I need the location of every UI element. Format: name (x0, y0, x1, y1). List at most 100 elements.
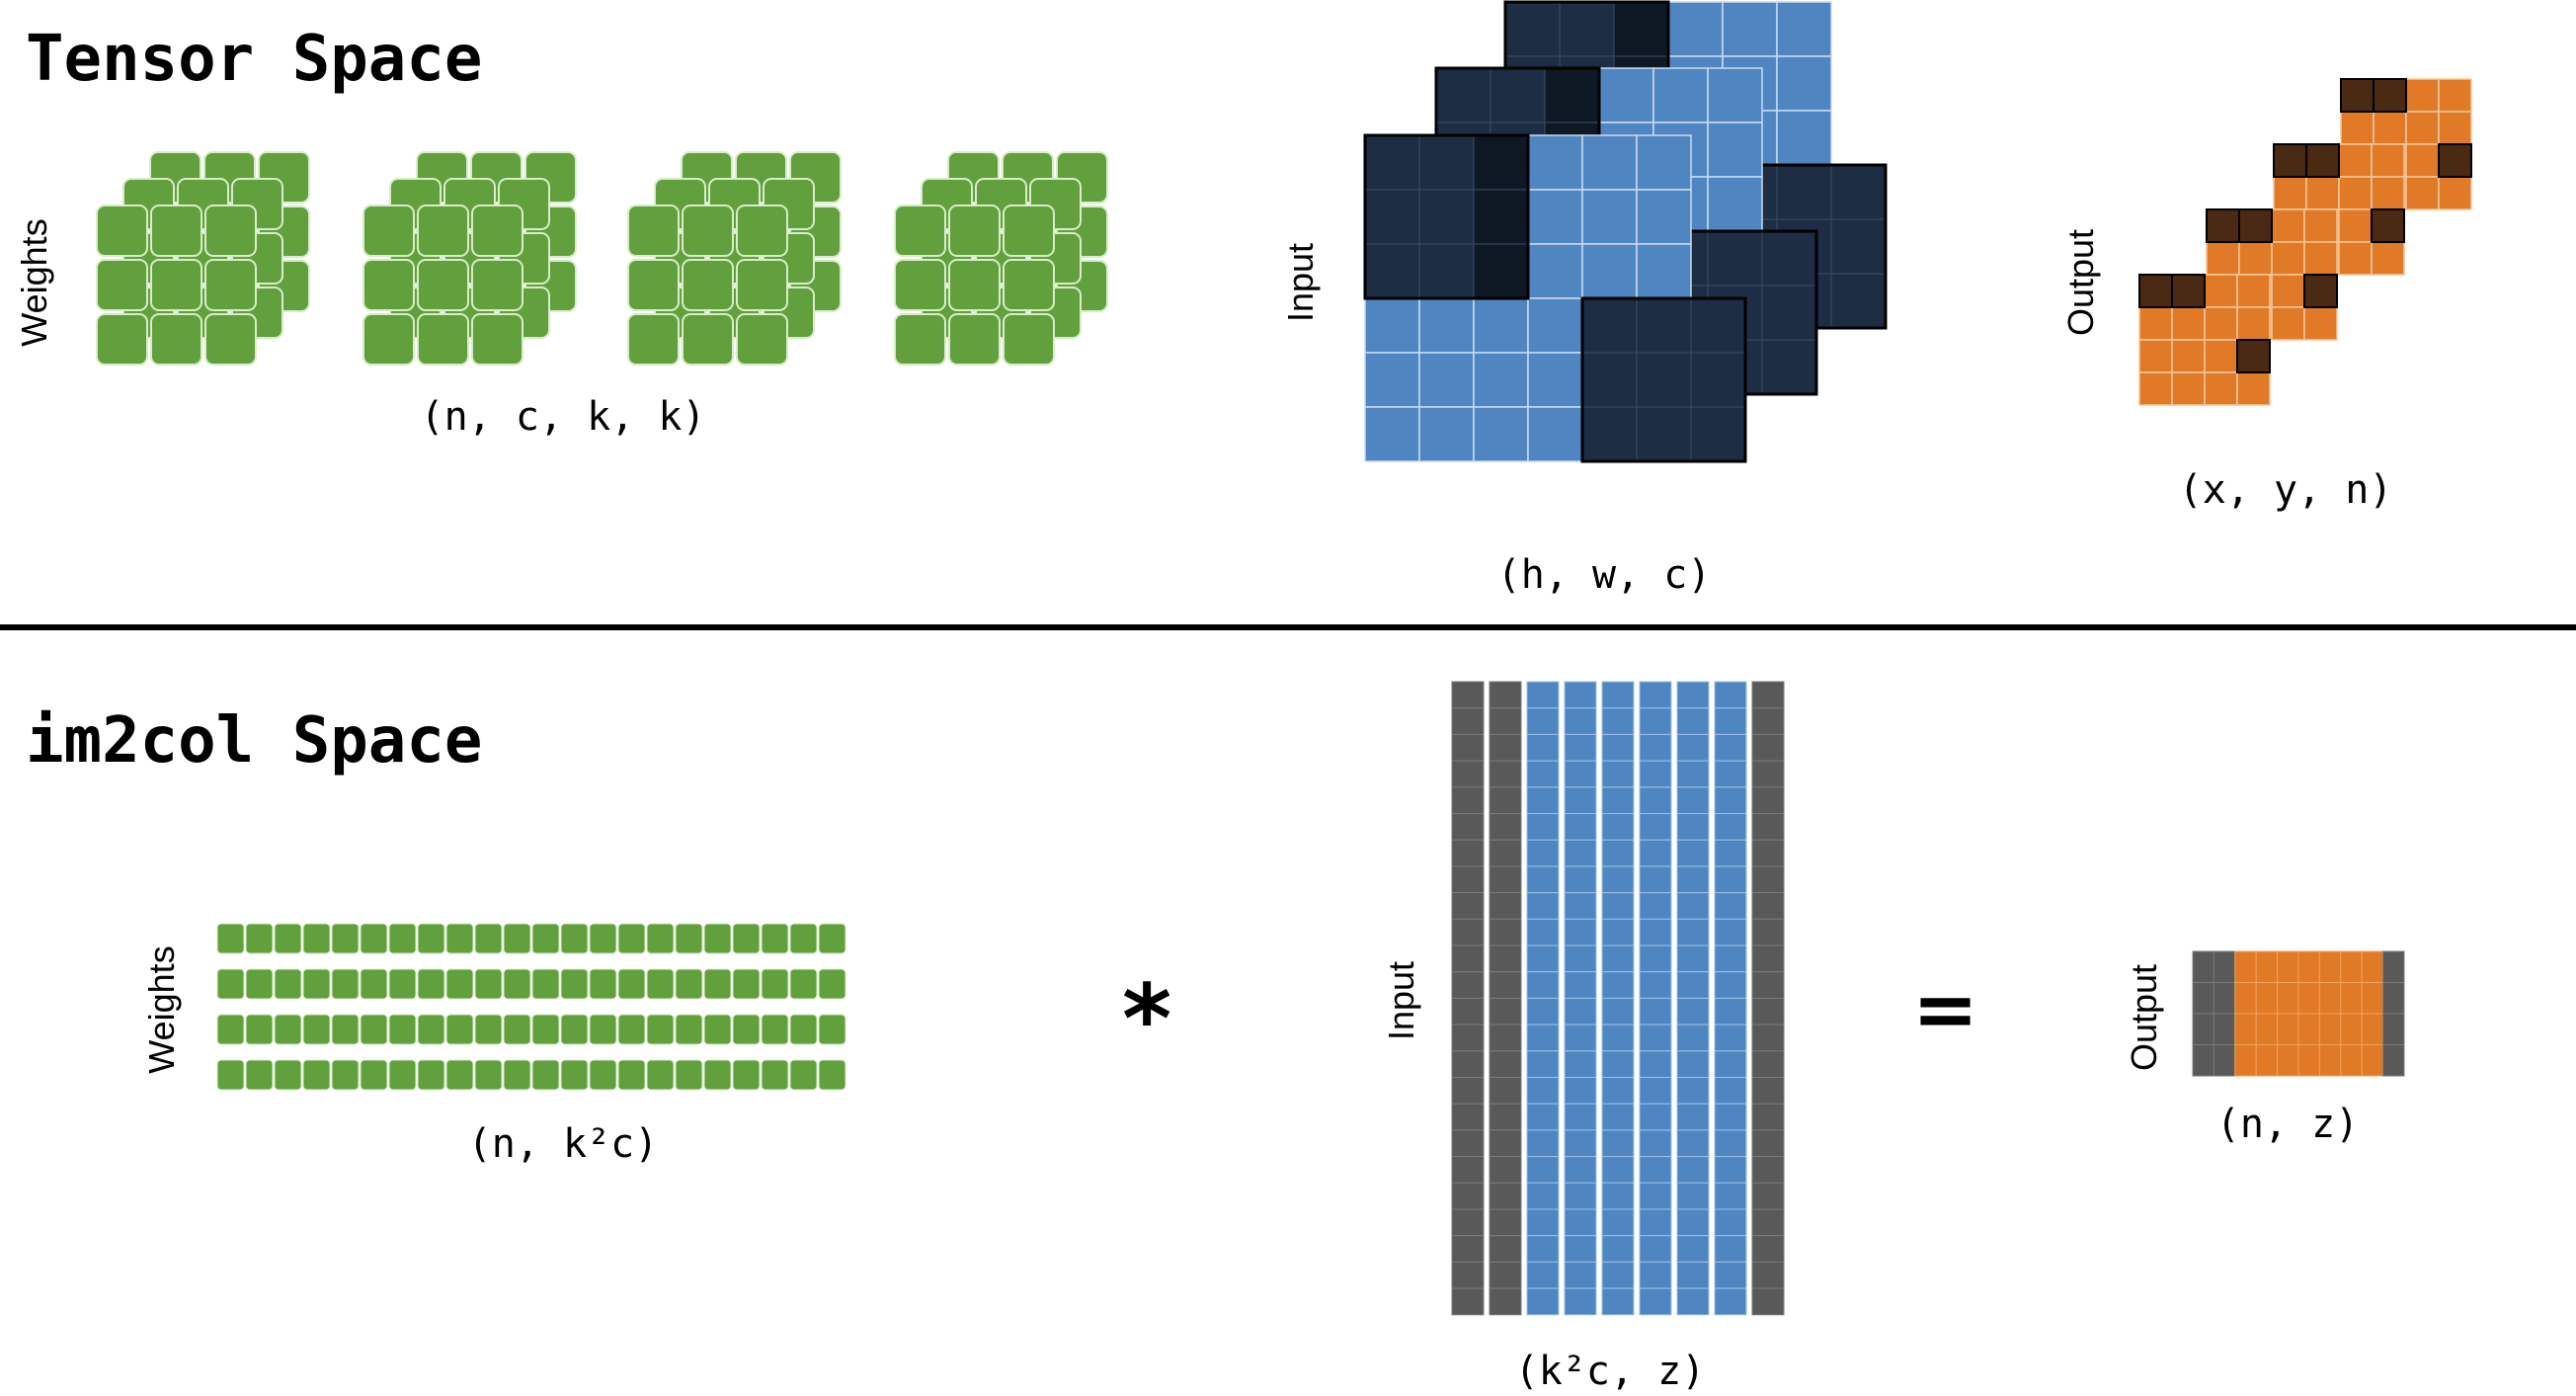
im2col-input-cell (1639, 1156, 1672, 1184)
im2col-input-cell (1526, 707, 1560, 735)
im2col-input-cell (1714, 786, 1747, 814)
im2col-input-cell (1564, 839, 1597, 867)
im2col-input-cell (1601, 944, 1635, 973)
im2col-input-cell (1451, 681, 1485, 709)
input-cell (1707, 67, 1763, 123)
output-active-cell (2340, 78, 2375, 113)
weight-cube (948, 205, 1001, 257)
im2col-weight-cell (675, 923, 703, 954)
im2col-weight-cell (245, 923, 274, 954)
im2col-input-cell (1714, 1287, 1747, 1316)
im2col-input-cell (1564, 971, 1597, 999)
im2col-weight-cell (474, 923, 503, 954)
im2col-input-cell (1564, 1077, 1597, 1105)
output-cell (2171, 339, 2206, 373)
im2col-input-cell (1751, 1156, 1785, 1184)
im2col-input-cell (1601, 733, 1635, 762)
output-cell (2303, 208, 2338, 243)
input-window-cell (1830, 164, 1887, 220)
im2col-output-cell (2340, 1013, 2363, 1045)
output-cell (2138, 306, 2173, 341)
im2col-input-cell (1714, 865, 1747, 894)
output-cell (2206, 241, 2240, 276)
im2col-input-cell (1526, 997, 1560, 1026)
im2col-input-cell (1714, 892, 1747, 920)
im2col-input-cell (1639, 1235, 1672, 1263)
im2col-input-cell (1714, 1050, 1747, 1079)
im2col-output-cell (2234, 982, 2257, 1015)
im2col-input-cell (1751, 865, 1785, 894)
input-cell (1527, 134, 1583, 191)
im2col-output-cell (2361, 1044, 2384, 1077)
input-cell (1527, 189, 1583, 245)
im2col-input-cell (1601, 1208, 1635, 1237)
im2col-input-cell (1751, 786, 1785, 814)
im2col-output-cell (2361, 950, 2384, 983)
im2col-weight-cell (818, 968, 846, 1000)
im2col-input-cell (1601, 813, 1635, 841)
weight-cube (204, 313, 257, 366)
im2col-input-cell (1639, 1050, 1672, 1079)
im2col-input-cell (1564, 1208, 1597, 1237)
im2col-input-cell (1601, 1103, 1635, 1131)
im2col-input-cell (1526, 971, 1560, 999)
input-cell (1418, 297, 1475, 354)
im2col-input-cell (1489, 1050, 1522, 1079)
tensor-input-volume (1363, 0, 1888, 463)
im2col-input-cell (1676, 1050, 1710, 1079)
im2col-input-cell (1526, 813, 1560, 841)
im2col-input-cell (1451, 1156, 1485, 1184)
im2col-space-title: im2col Space (26, 704, 483, 778)
im2col-input-cell (1639, 733, 1672, 762)
im2col-output-cell (2318, 1044, 2342, 1077)
im2col-input-cell (1714, 707, 1747, 735)
im2col-weight-cell (417, 968, 445, 1000)
im2col-input-cell (1564, 1050, 1597, 1079)
im2col-input-cell (1526, 1235, 1560, 1263)
output-cell (2438, 78, 2472, 113)
im2col-input-cell (1751, 813, 1785, 841)
im2col-input-cell (1526, 1077, 1560, 1105)
im2col-weight-cell (216, 968, 245, 1000)
im2col-input-cell (1489, 997, 1522, 1026)
im2col-input-cell (1451, 918, 1485, 946)
im2col-weight-cell (360, 968, 388, 1000)
im2col-input-cell (1564, 733, 1597, 762)
input-cell (1581, 134, 1638, 191)
im2col-output-cell (2213, 1044, 2236, 1077)
im2col-input-cell (1489, 1156, 1522, 1184)
input-window-cell (1581, 297, 1638, 354)
input-window-cell (1761, 230, 1817, 287)
output-active-cell (2371, 208, 2405, 243)
im2col-input-cell (1751, 1129, 1785, 1158)
output-cell (2405, 176, 2440, 210)
input-window-cell (1504, 1, 1561, 57)
im2col-output-cell (2213, 950, 2236, 983)
input-cell (1636, 134, 1692, 191)
im2col-input-cell (1601, 1182, 1635, 1210)
output-active-cell (2171, 274, 2206, 308)
output-cell (2303, 306, 2338, 341)
input-cell (1636, 189, 1692, 245)
input-cell (1636, 243, 1692, 299)
input-cell (1364, 297, 1420, 354)
tensor-output-shape: (x, y, n) (2178, 467, 2393, 513)
weight-cube (736, 313, 788, 366)
output-cell (2204, 274, 2238, 308)
weight-cube (627, 205, 680, 257)
im2col-weight-cell (302, 923, 331, 954)
output-active-cell (2273, 143, 2307, 178)
input-cell (1776, 110, 1832, 166)
im2col-input-cell (1526, 944, 1560, 973)
output-cell (2371, 241, 2405, 276)
im2col-weight-cell (761, 1014, 789, 1045)
im2col-input-label: Input (1381, 960, 1421, 1041)
input-window-cell (1559, 1, 1615, 57)
im2col-weight-cell (617, 923, 646, 954)
im2col-weight-cell (789, 1014, 818, 1045)
im2col-output-cell (2255, 950, 2279, 983)
weight-cube (682, 205, 734, 257)
im2col-input-cell (1451, 786, 1485, 814)
output-cell (2236, 274, 2271, 308)
im2col-input-cell (1676, 1077, 1710, 1105)
